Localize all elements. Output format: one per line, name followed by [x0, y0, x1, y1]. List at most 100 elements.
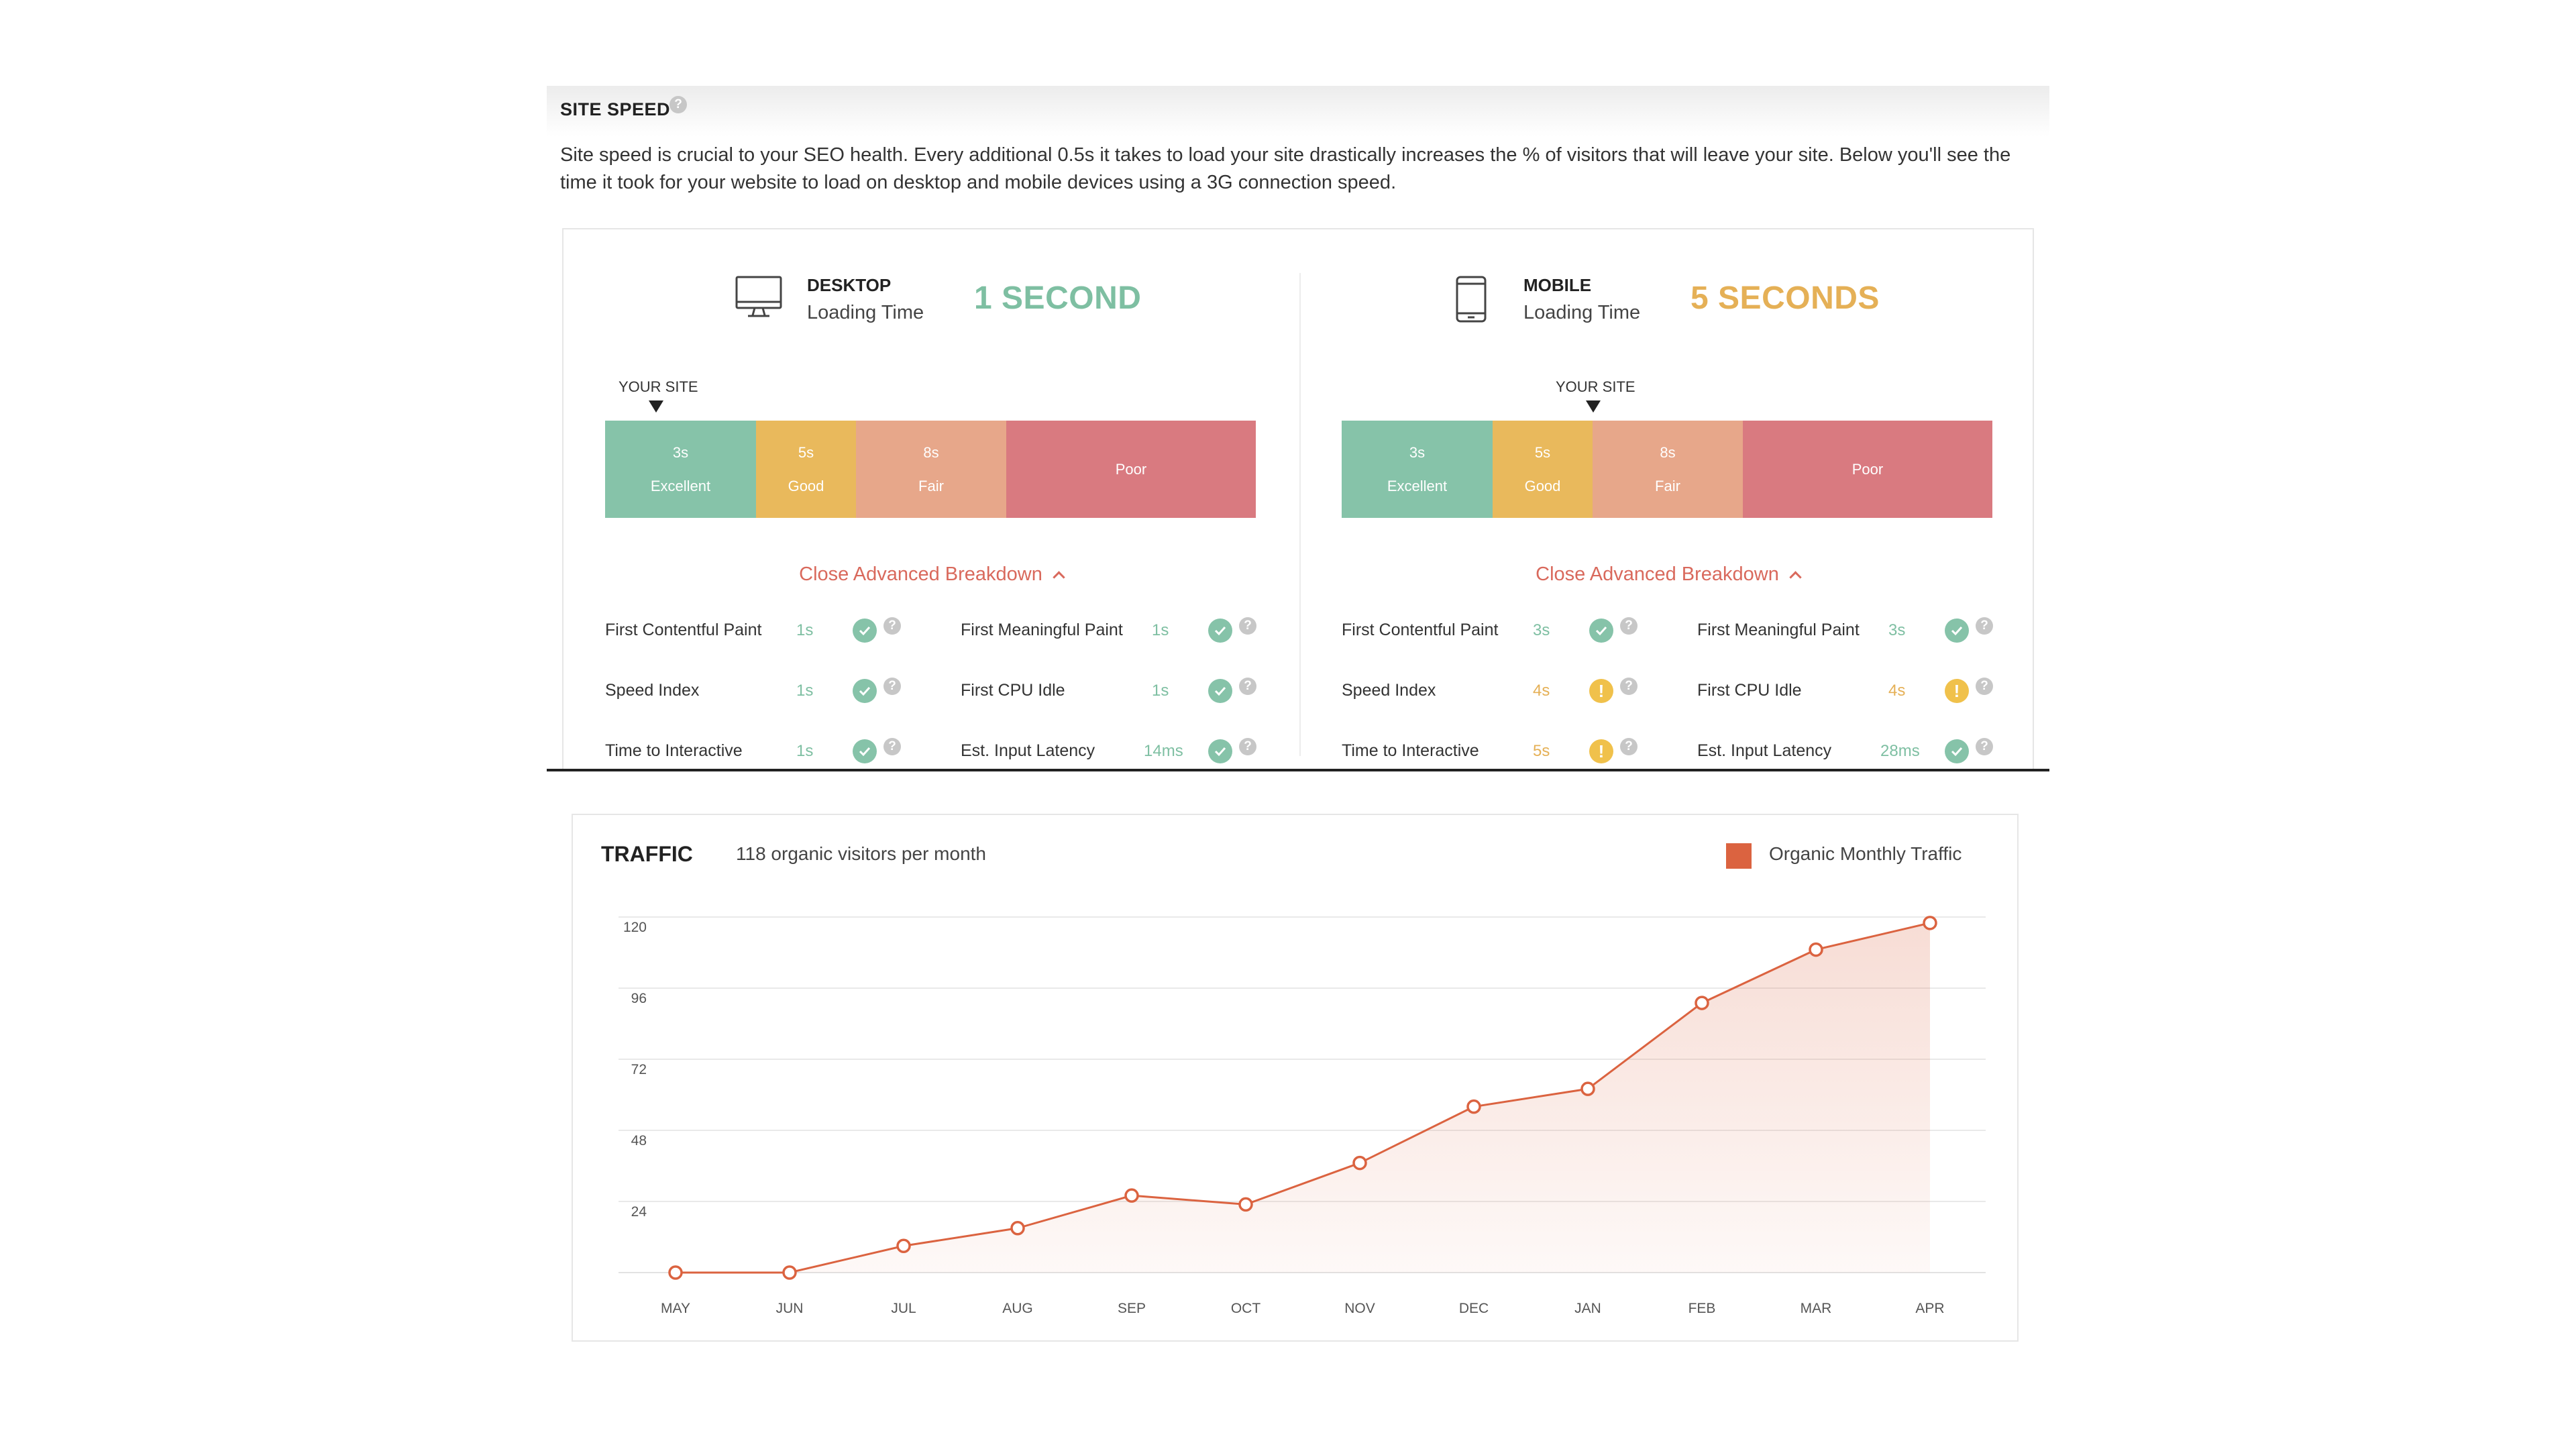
scale-fair: 8s Fair [856, 421, 1006, 518]
chevron-up-icon [1789, 571, 1802, 584]
scale-value: 5s [798, 443, 814, 461]
mobile-load-time: 5 SECONDS [1690, 280, 1880, 316]
your-site-label: YOUR SITE [1556, 378, 1635, 395]
legend-swatch [1726, 843, 1752, 869]
traffic-subtitle: 118 organic visitors per month [736, 843, 986, 864]
scale-label: Good [1524, 477, 1561, 494]
x-tick-label: SEP [1118, 1301, 1146, 1316]
metric-label: First Contentful Paint [605, 621, 762, 639]
scale-label: Good [788, 477, 824, 494]
y-tick-label: 96 [631, 991, 647, 1006]
data-point [896, 1238, 911, 1253]
scale-fair: 8s Fair [1593, 421, 1743, 518]
warning-icon: ! [1589, 679, 1613, 703]
check-icon [1208, 679, 1232, 703]
question-icon[interactable]: ? [883, 617, 901, 635]
data-point [1238, 1197, 1253, 1212]
question-icon[interactable]: ? [1976, 678, 1993, 695]
close-advanced-breakdown-link[interactable]: Close Advanced Breakdown [564, 564, 1299, 586]
desktop-loading-time-label: Loading Time [807, 302, 924, 323]
data-point [1010, 1221, 1025, 1236]
scale-excellent: 3s Excellent [605, 421, 756, 518]
site-speed-card: DESKTOP Loading Time 1 SECOND YOUR SITE … [562, 228, 2034, 771]
toggle-label: Close Advanced Breakdown [799, 564, 1042, 585]
traffic-card: TRAFFIC 118 organic visitors per month O… [572, 814, 2019, 1342]
scale-poor: Poor [1006, 421, 1256, 518]
check-icon [1208, 619, 1232, 643]
question-icon[interactable]: ? [1976, 738, 1993, 755]
check-icon [853, 619, 877, 643]
question-icon[interactable]: ? [1620, 678, 1638, 695]
site-speed-header: SITE SPEED ? [547, 86, 2049, 136]
question-icon[interactable]: ? [1239, 678, 1256, 695]
x-tick-label: JUN [776, 1301, 804, 1316]
metric-value: 1s [796, 682, 814, 700]
metric-label: First Contentful Paint [1342, 621, 1499, 639]
metric-value: 14ms [1144, 742, 1183, 760]
legend-label: Organic Monthly Traffic [1769, 843, 1962, 864]
site-speed-title: SITE SPEED [560, 99, 671, 119]
scale-poor: Poor [1743, 421, 1992, 518]
metric-value: 3s [1533, 621, 1550, 639]
warning-icon: ! [1945, 679, 1969, 703]
your-site-label: YOUR SITE [619, 378, 698, 395]
data-point [782, 1265, 797, 1280]
x-tick-label: MAR [1801, 1301, 1832, 1316]
metric-label: First Meaningful Paint [1697, 621, 1860, 639]
metric-label: Time to Interactive [1342, 741, 1479, 760]
question-icon[interactable]: ? [1620, 738, 1638, 755]
data-point [1124, 1188, 1139, 1203]
speed-scale: 3s Excellent 5s Good 8s Fair Poor [1342, 421, 1992, 518]
data-point [668, 1265, 683, 1280]
x-tick-label: DEC [1459, 1301, 1489, 1316]
x-tick-label: MAY [661, 1301, 690, 1316]
mobile-phone-icon [1455, 275, 1487, 327]
metric-label: First CPU Idle [961, 681, 1065, 700]
check-icon [1945, 739, 1969, 763]
question-icon[interactable]: ? [883, 678, 901, 695]
y-tick-label: 120 [623, 920, 647, 935]
question-icon[interactable]: ? [669, 96, 687, 113]
metric-value: 1s [796, 621, 814, 639]
chevron-up-icon [1053, 571, 1065, 584]
question-icon[interactable]: ? [1239, 738, 1256, 755]
check-icon [1945, 619, 1969, 643]
question-icon[interactable]: ? [883, 738, 901, 755]
metric-value: 28ms [1880, 742, 1920, 760]
your-site-marker-icon [649, 400, 663, 413]
y-tick-label: 48 [631, 1133, 647, 1148]
metric-label: First CPU Idle [1697, 681, 1802, 700]
metric-label: Time to Interactive [605, 741, 743, 760]
scale-label: Fair [918, 477, 944, 494]
metric-value: 5s [1533, 742, 1550, 760]
data-point [1695, 996, 1709, 1010]
y-tick-label: 24 [631, 1204, 647, 1220]
close-advanced-breakdown-link[interactable]: Close Advanced Breakdown [1300, 564, 2035, 586]
scale-label: Poor [1115, 460, 1147, 478]
toggle-label: Close Advanced Breakdown [1536, 564, 1779, 585]
x-tick-label: AUG [1002, 1301, 1033, 1316]
scale-label: Fair [1655, 477, 1680, 494]
scale-excellent: 3s Excellent [1342, 421, 1493, 518]
question-icon[interactable]: ? [1239, 617, 1256, 635]
your-site-marker-icon [1586, 400, 1601, 413]
metric-label: Est. Input Latency [1697, 741, 1832, 760]
series-line [676, 922, 1931, 1274]
mobile-panel: MOBILE Loading Time 5 SECONDS YOUR SITE … [1300, 229, 2035, 771]
warning-icon: ! [1589, 739, 1613, 763]
question-icon[interactable]: ? [1620, 617, 1638, 635]
card-divider [1299, 273, 1301, 756]
scale-label: Excellent [650, 477, 711, 494]
site-speed-section: SITE SPEED ? Site speed is crucial to yo… [547, 86, 2049, 771]
data-point [1923, 916, 1937, 930]
question-icon[interactable]: ? [1976, 617, 1993, 635]
scale-label: Poor [1851, 460, 1884, 478]
data-point [1466, 1099, 1481, 1114]
scale-value: 3s [1409, 443, 1426, 461]
metric-value: 1s [1152, 682, 1169, 700]
check-icon [853, 739, 877, 763]
x-tick-label: NOV [1344, 1301, 1375, 1316]
data-point [1580, 1081, 1595, 1096]
scale-good: 5s Good [756, 421, 856, 518]
